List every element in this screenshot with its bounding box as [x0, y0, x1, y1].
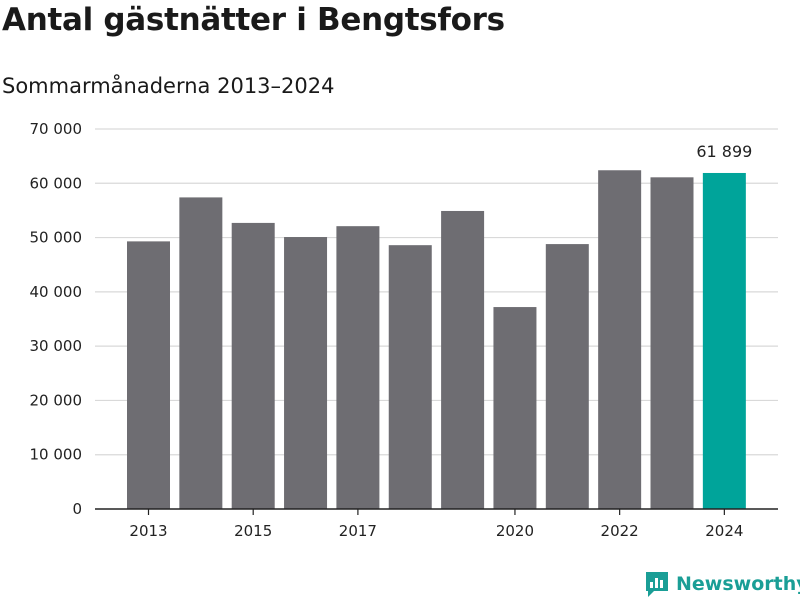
y-tick-label: 70 000 [30, 120, 83, 138]
data-label: 61 899 [696, 142, 752, 161]
y-tick-label: 0 [72, 500, 82, 518]
newsworthy-logo-icon [646, 572, 668, 597]
bar [127, 241, 170, 509]
x-tick-label: 2015 [234, 522, 272, 540]
labels: 0 10 000 20 000 30 000 40 000 50 000 60 000 70 … [30, 120, 753, 540]
y-tick-label: 40 000 [30, 283, 83, 301]
x-tick-label: 2020 [496, 522, 534, 540]
x-tick-label: 2024 [705, 522, 743, 540]
newsworthy-brand: Newsworthy [644, 569, 800, 599]
bar [231, 222, 275, 509]
brand-name: Newsworthy [676, 573, 800, 595]
y-tick-label: 20 000 [30, 391, 83, 409]
bar [336, 226, 380, 509]
bar [388, 245, 432, 509]
x-tick-label: 2022 [601, 522, 639, 540]
bar [545, 244, 589, 510]
y-tick-label: 30 000 [30, 337, 83, 355]
bar [493, 307, 537, 509]
x-tick-label: 2013 [129, 522, 167, 540]
y-tick-label: 60 000 [30, 174, 83, 192]
bar [702, 172, 746, 509]
y-tick-label: 50 000 [30, 229, 83, 247]
x-tick-label: 2017 [339, 522, 377, 540]
bars [127, 170, 746, 510]
bar [650, 177, 694, 510]
bar [598, 170, 642, 509]
chart-title: Antal gästnätter i Bengtsfors [2, 2, 505, 38]
y-tick-label: 10 000 [30, 446, 83, 464]
bar [179, 197, 223, 509]
bar [441, 210, 485, 509]
bar [284, 237, 328, 509]
chart-subtitle: Sommarmånaderna 2013–2024 [2, 74, 335, 98]
axes [95, 508, 778, 515]
